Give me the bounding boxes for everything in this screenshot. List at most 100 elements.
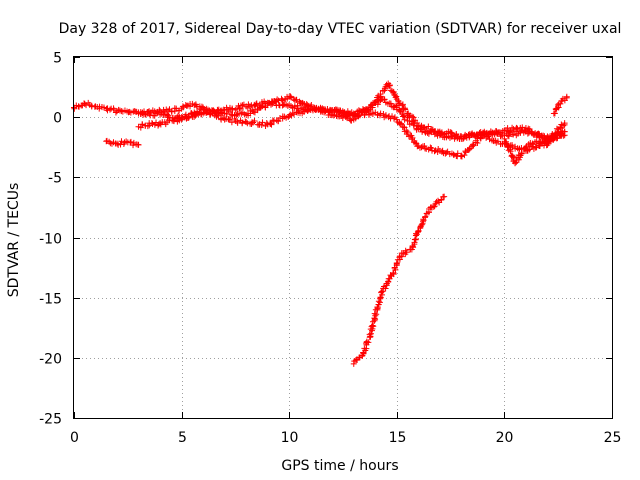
data-point: [267, 120, 274, 127]
data-point: [239, 102, 246, 109]
data-point: [425, 123, 432, 130]
data-point: [263, 119, 270, 126]
data-point: [390, 269, 397, 276]
data-point: [279, 97, 286, 104]
data-point: [334, 108, 341, 115]
data-point: [223, 110, 230, 117]
x-tick-label: 10: [281, 430, 299, 446]
y-tick-label: -20: [39, 352, 62, 368]
data-point: [393, 93, 400, 100]
data-point: [144, 123, 151, 130]
data-point: [366, 331, 373, 338]
data-point: [81, 100, 88, 107]
y-tick-label: 0: [53, 111, 62, 127]
data-point: [398, 120, 405, 127]
x-tick-label: 20: [496, 430, 514, 446]
data-point: [385, 278, 392, 285]
data-point: [441, 193, 448, 200]
data-point: [424, 129, 431, 136]
data-point: [186, 113, 193, 120]
data-point: [430, 203, 437, 210]
y-axis-label: SDTVAR / TECUs: [6, 183, 22, 298]
y-tick-label: -25: [39, 412, 62, 428]
data-point: [561, 128, 568, 135]
data-point: [529, 140, 536, 147]
data-point: [259, 103, 266, 110]
y-tick-label: -15: [39, 292, 62, 308]
series-track-7: [350, 193, 448, 367]
data-point: [279, 97, 286, 104]
y-tick-label: -10: [39, 232, 62, 248]
data-point: [372, 99, 379, 106]
data-point: [454, 134, 461, 141]
data-point: [274, 96, 281, 103]
x-tick-label: 5: [178, 430, 187, 446]
data-point: [438, 197, 445, 204]
data-point: [233, 112, 240, 119]
data-point: [243, 118, 250, 125]
data-point: [153, 109, 160, 116]
data-point: [258, 121, 265, 128]
data-point: [215, 112, 222, 119]
data-point: [399, 102, 406, 109]
data-point: [71, 105, 78, 112]
data-point: [259, 119, 266, 126]
data-point: [137, 124, 144, 131]
data-point: [421, 145, 428, 152]
data-point: [341, 109, 348, 116]
data-point: [404, 129, 411, 136]
data-point: [294, 102, 301, 109]
data-point: [454, 150, 461, 157]
data-point: [293, 96, 300, 103]
data-point: [350, 360, 357, 367]
data-point: [443, 149, 450, 156]
data-point: [225, 116, 232, 123]
x-axis-label: GPS time / hours: [281, 458, 398, 474]
data-point: [400, 112, 407, 119]
data-point: [268, 121, 275, 128]
data-point: [552, 131, 559, 138]
data-point: [239, 119, 246, 126]
data-point: [431, 148, 438, 155]
y-tick-label: 5: [53, 51, 62, 67]
data-point: [175, 115, 182, 122]
data-point: [267, 101, 274, 108]
chart-title: Day 328 of 2017, Sidereal Day-to-day VTE…: [59, 21, 622, 37]
data-point: [557, 124, 564, 131]
data-point: [494, 138, 501, 145]
series-track-4: [103, 137, 142, 149]
data-point: [185, 114, 192, 121]
data-point: [409, 134, 416, 141]
data-point: [287, 93, 294, 100]
data-point: [470, 142, 477, 149]
data-point: [377, 91, 384, 98]
data-point: [561, 120, 568, 127]
data-point: [421, 214, 428, 221]
data-point: [458, 152, 465, 159]
data-point: [377, 294, 384, 301]
data-point: [563, 93, 570, 100]
data-point: [386, 82, 393, 89]
data-point: [375, 298, 382, 305]
data-point: [211, 108, 218, 115]
data-point: [522, 144, 529, 151]
x-tick-label: 0: [70, 430, 79, 446]
data-points: [71, 80, 570, 367]
data-point: [118, 108, 125, 115]
data-point: [418, 221, 425, 228]
data-point: [250, 108, 257, 115]
data-point: [393, 259, 400, 266]
data-point: [390, 88, 397, 95]
data-point: [411, 236, 418, 243]
data-point: [325, 108, 332, 115]
series-track-5: [501, 120, 568, 167]
data-point: [427, 144, 434, 151]
y-tick-label: -5: [48, 171, 62, 187]
data-point: [114, 140, 121, 147]
data-point: [412, 140, 419, 147]
data-point: [512, 143, 519, 150]
data-point: [551, 110, 558, 117]
data-point: [377, 295, 384, 302]
